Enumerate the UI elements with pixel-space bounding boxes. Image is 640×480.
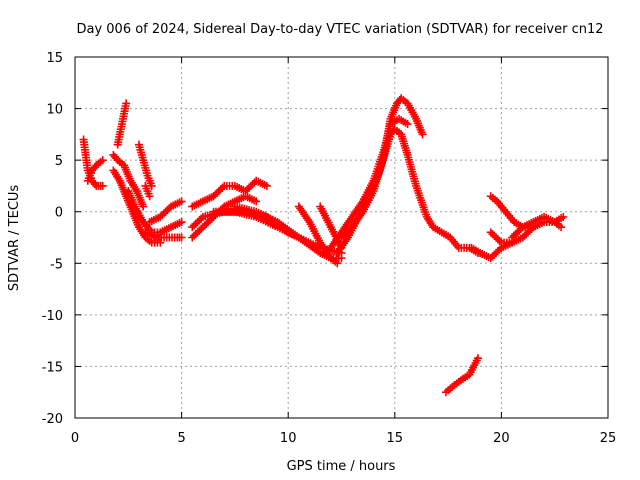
y-tick-label: -15: [42, 360, 63, 375]
chart-title: Day 006 of 2024, Sidereal Day-to-day VTE…: [76, 22, 603, 37]
y-tick-label: -5: [50, 257, 63, 272]
y-tick-label: -20: [42, 412, 63, 427]
data-point: [262, 181, 271, 190]
data-point: [418, 130, 427, 139]
series-arc-l: [188, 176, 271, 211]
data-point: [122, 99, 131, 108]
data-marks: [79, 94, 568, 397]
y-axis-label: SDTVAR / TECUs: [7, 185, 22, 292]
data-point: [98, 156, 107, 165]
x-tick-label: 15: [387, 431, 404, 446]
axis-ticks: 0 5 10 15 20 25 15 10 5 0 -5 -10 -15 -20: [42, 51, 617, 446]
series-arc-u: [441, 354, 482, 397]
x-tick-label: 10: [280, 431, 297, 446]
data-point: [557, 223, 566, 232]
series-arc-j: [124, 187, 186, 237]
data-point: [177, 218, 186, 227]
series-arc-p: [294, 202, 342, 268]
data-point: [139, 202, 148, 211]
data-point: [177, 197, 186, 206]
data-point: [177, 233, 186, 242]
data-point: [403, 120, 412, 129]
y-tick-label: 5: [55, 154, 63, 169]
x-tick-label: 25: [600, 431, 617, 446]
data-point: [218, 183, 227, 192]
series-arc-e: [109, 166, 165, 247]
x-tick-label: 5: [177, 431, 185, 446]
series-arc-t: [326, 114, 412, 252]
x-tick-label: 20: [493, 431, 510, 446]
data-point: [145, 192, 154, 201]
series-arc-b: [83, 156, 107, 185]
series-arc-c: [113, 99, 131, 149]
y-tick-label: 0: [55, 206, 63, 221]
data-point: [156, 238, 165, 247]
series-arc-w: [486, 218, 566, 247]
series-arc-f: [134, 140, 156, 190]
y-tick-label: 15: [46, 51, 63, 66]
data-point: [90, 180, 99, 189]
x-tick-label: 0: [71, 431, 79, 446]
series-arc-y: [508, 212, 568, 242]
data-point: [252, 197, 261, 206]
x-axis-label: GPS time / hours: [287, 459, 396, 474]
data-point: [337, 254, 346, 263]
data-point: [559, 212, 568, 221]
y-tick-label: 10: [46, 103, 63, 118]
y-tick-label: -10: [42, 309, 63, 324]
data-point: [98, 181, 107, 190]
series-arc-x: [486, 192, 538, 232]
data-point: [495, 236, 504, 245]
data-point: [473, 354, 482, 363]
series-arc-r: [333, 125, 482, 257]
series-arc-g: [141, 181, 154, 201]
series-arc-d: [109, 150, 148, 211]
plot-frame: [74, 56, 609, 419]
data-point: [333, 259, 342, 268]
data-point: [197, 214, 206, 223]
